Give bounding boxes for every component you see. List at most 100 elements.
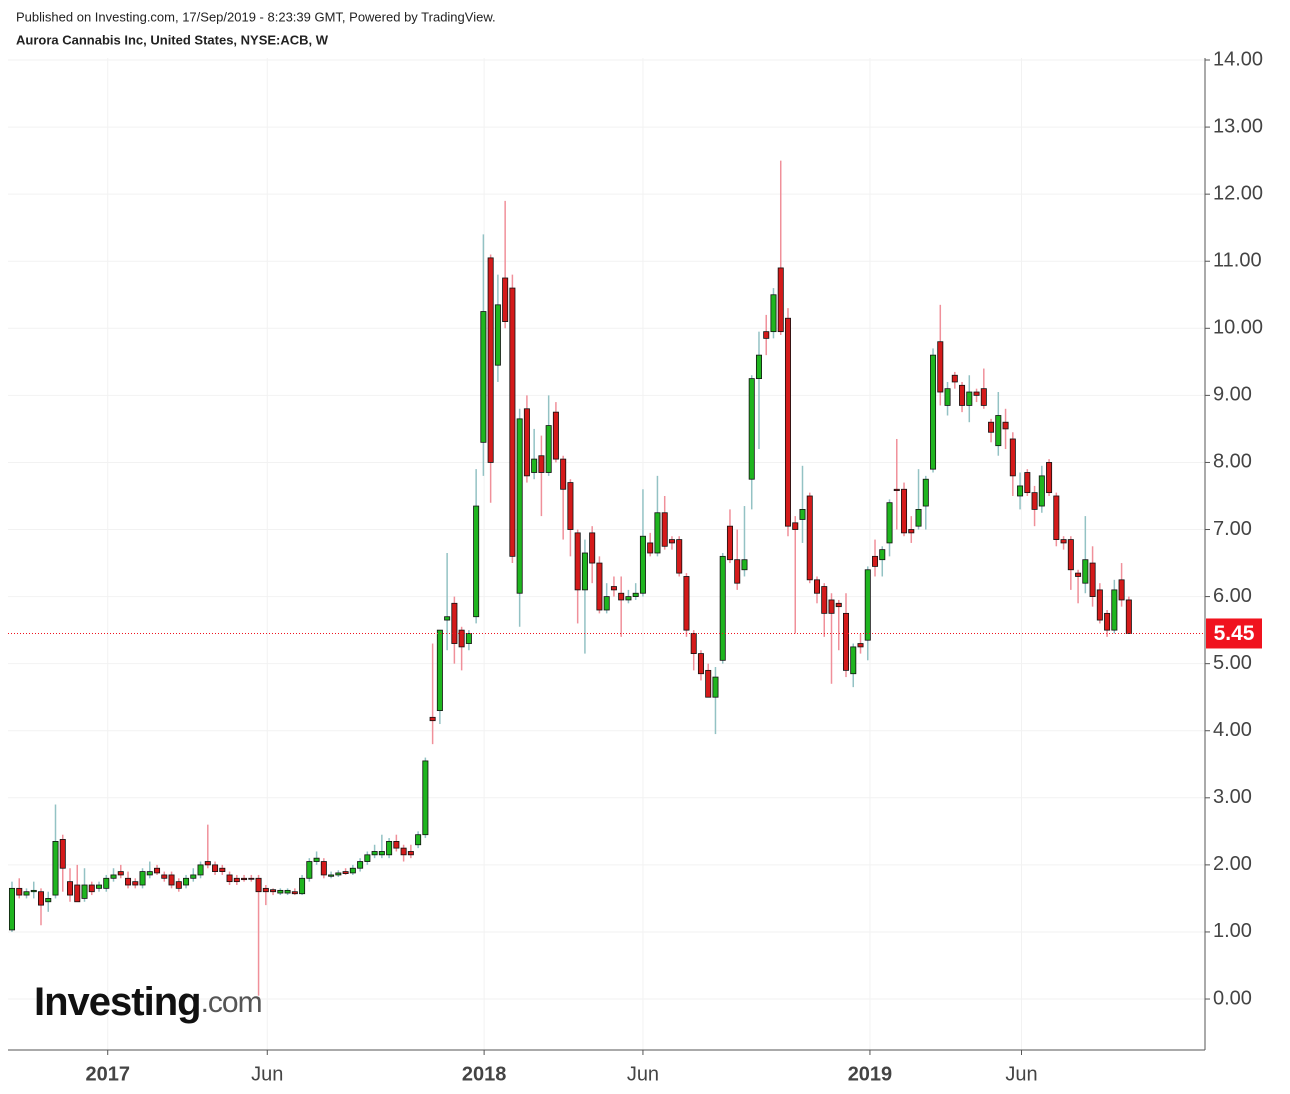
candle-body: [726, 525, 733, 561]
candle-body: [1038, 475, 1045, 507]
candle-body: [879, 549, 886, 561]
candle-body: [422, 760, 429, 836]
candle-body: [473, 505, 480, 618]
candle-body: [850, 646, 857, 675]
candle-body: [683, 576, 690, 631]
candle-body: [335, 872, 342, 876]
candle-body: [248, 877, 255, 880]
candle-body: [676, 539, 683, 574]
candle-body: [596, 562, 603, 611]
candle-body: [1031, 492, 1038, 510]
candle-body: [1082, 559, 1089, 584]
candle-body: [930, 354, 937, 470]
candle-body: [1096, 589, 1103, 621]
candle-body: [719, 555, 726, 661]
candle-body: [545, 425, 552, 473]
candle-body: [480, 311, 487, 443]
candle-body: [444, 616, 451, 621]
candle-body: [139, 871, 146, 886]
y-tick-label: 12.00: [1213, 182, 1263, 204]
candle-body: [654, 512, 661, 554]
candle-body: [755, 354, 762, 380]
candle-body: [763, 331, 770, 339]
candle-body: [1111, 589, 1118, 631]
candle-body: [23, 891, 30, 896]
candle-body: [59, 838, 66, 869]
candle-body: [429, 716, 436, 722]
candle-body: [581, 552, 588, 591]
candle-body: [16, 887, 23, 896]
candle-body: [357, 861, 364, 869]
y-tick-label: 0.00: [1213, 987, 1252, 1009]
candle-body: [74, 884, 81, 903]
candle-body: [690, 633, 697, 655]
last-price-box: [1206, 618, 1262, 649]
candle-body: [1060, 539, 1067, 544]
candle-body: [415, 834, 422, 846]
candle-body: [821, 586, 828, 614]
candle-body: [219, 867, 226, 872]
candle-body: [618, 592, 625, 601]
y-tick-label: 11.00: [1213, 250, 1262, 272]
candle-body: [813, 579, 820, 594]
candle-body: [835, 602, 842, 608]
candle-body: [306, 861, 313, 879]
candle-body: [668, 539, 675, 544]
y-tick-label: 4.00: [1213, 719, 1252, 741]
candle-body: [922, 478, 929, 507]
candle-body: [792, 522, 799, 530]
x-tick-label: Jun: [251, 1063, 283, 1085]
candle-body: [1024, 472, 1031, 494]
candle-body: [378, 851, 385, 856]
candle-body: [886, 502, 893, 544]
y-tick-label: 3.00: [1213, 786, 1252, 808]
candle-body: [125, 877, 132, 886]
candle-body: [320, 861, 327, 876]
candle-body: [901, 488, 908, 534]
candle-body: [168, 874, 175, 886]
candle-body: [81, 884, 88, 899]
y-tick-label: 2.00: [1213, 853, 1252, 875]
x-tick-label: Jun: [1005, 1063, 1037, 1085]
candle-body: [806, 495, 813, 581]
candle-body: [864, 569, 871, 641]
x-tick-label: 2019: [848, 1063, 893, 1085]
candle-body: [1017, 485, 1024, 497]
candle-body: [828, 599, 835, 614]
candle-body: [843, 612, 850, 671]
candle-body: [966, 391, 973, 406]
candle-body: [277, 889, 284, 894]
candle-body: [393, 841, 400, 849]
candle-body: [523, 408, 530, 477]
candle-body: [117, 871, 124, 876]
last-price-label: 5.45: [1214, 622, 1255, 645]
candle-body: [951, 374, 958, 383]
candle-body: [509, 287, 516, 557]
candle-body: [552, 411, 559, 460]
candle-body: [328, 874, 335, 877]
candle-body: [255, 877, 262, 893]
candle-body: [610, 586, 617, 591]
candle-body: [465, 633, 472, 644]
candle-body: [908, 529, 915, 534]
candle-body: [212, 864, 219, 872]
candle-body: [291, 891, 298, 895]
candle-body: [1118, 579, 1125, 601]
candle-body: [45, 898, 52, 903]
y-tick-label: 7.00: [1213, 518, 1252, 540]
candle-body: [603, 596, 610, 611]
candle-body: [574, 532, 581, 591]
candle-body: [154, 867, 161, 874]
candle-body: [103, 877, 110, 889]
candle-body: [349, 867, 356, 874]
candle-body: [342, 871, 349, 874]
candle-body: [973, 391, 980, 396]
candle-body: [458, 629, 465, 648]
y-tick-label: 9.00: [1213, 384, 1252, 406]
watermark-brand: Investing: [34, 980, 201, 1024]
candle-body: [697, 653, 704, 675]
candle-body: [632, 592, 639, 597]
chart-title: Aurora Cannabis Inc, United States, NYSE…: [16, 32, 329, 47]
y-tick-label: 1.00: [1213, 920, 1252, 942]
candle-body: [284, 889, 291, 894]
